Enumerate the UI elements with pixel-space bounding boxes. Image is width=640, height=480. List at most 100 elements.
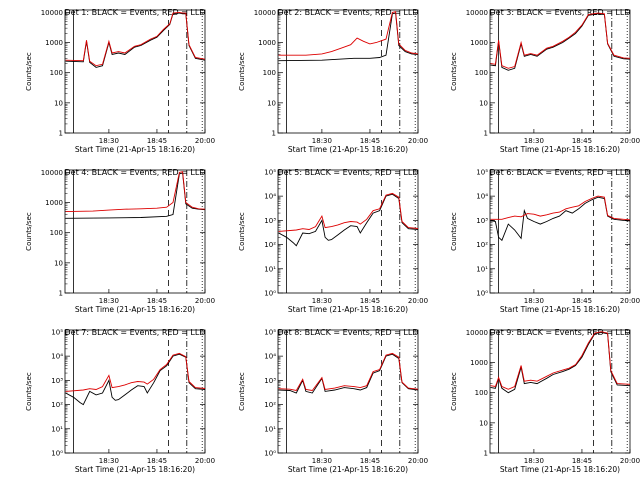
series-lld-line xyxy=(278,352,418,392)
x-tick-label: 18:45 xyxy=(360,137,380,145)
x-tick-label: 18:45 xyxy=(572,297,592,305)
series-lld-line xyxy=(490,195,630,221)
y-tick-label: 10⁴ xyxy=(51,353,63,361)
y-axis-label: Counts/sec xyxy=(25,372,33,411)
series-events-line xyxy=(278,193,418,247)
y-tick-label: 10000 xyxy=(466,329,488,337)
y-tick-label: 10000 xyxy=(466,9,488,17)
x-tick-label: 18:30 xyxy=(524,137,544,145)
x-axis-label: Start Time (21-Apr-15 18:16:20) xyxy=(500,465,620,474)
x-tick-label: 20:00 xyxy=(195,457,215,465)
y-tick-label: 100 xyxy=(50,229,63,237)
x-tick-label: 20:00 xyxy=(195,297,215,305)
y-tick-label: 10⁵ xyxy=(476,168,488,176)
x-axis-label: Start Time (21-Apr-15 18:16:20) xyxy=(75,465,195,474)
plot-frame xyxy=(64,169,206,294)
y-tick-label: 100 xyxy=(475,389,488,397)
x-tick-label: 18:30 xyxy=(312,457,332,465)
x-tick-label: 20:00 xyxy=(620,457,640,465)
panel-title: Det 8: BLACK = Events, RED = LLD xyxy=(278,328,419,337)
y-tick-label: 10 xyxy=(54,259,63,267)
series-events-line xyxy=(65,353,205,406)
x-tick-label: 18:30 xyxy=(312,137,332,145)
y-tick-label: 1 xyxy=(484,130,488,138)
series-lld-line xyxy=(490,12,630,69)
y-tick-label: 10⁰ xyxy=(476,290,488,298)
x-axis-label: Start Time (21-Apr-15 18:16:20) xyxy=(500,145,620,154)
y-axis-label: Counts/sec xyxy=(238,212,246,251)
y-tick-label: 1000 xyxy=(470,39,488,47)
y-tick-label: 10⁴ xyxy=(264,353,276,361)
y-tick-label: 1 xyxy=(484,450,488,458)
y-tick-label: 10² xyxy=(264,401,276,409)
x-tick-label: 18:45 xyxy=(572,457,592,465)
y-tick-label: 10⁵ xyxy=(51,328,63,336)
x-axis-label: Start Time (21-Apr-15 18:16:20) xyxy=(75,145,195,154)
plot-frame xyxy=(489,169,631,294)
panel-det-3: Det 3: BLACK = Events, RED = LLD 1 10 100 10… xyxy=(450,8,640,154)
y-tick-label: 10² xyxy=(264,241,276,249)
y-tick-label: 10000 xyxy=(41,9,63,17)
panel-det-7: Det 7: BLACK = Events, RED = LLD 10⁰ 10¹ 10… xyxy=(25,328,215,474)
series-lld-line xyxy=(65,171,205,213)
x-tick-label: 20:00 xyxy=(408,297,428,305)
y-tick-label: 10² xyxy=(476,241,488,249)
y-tick-label: 10⁵ xyxy=(264,328,276,336)
panel-title: Det 3: BLACK = Events, RED = LLD xyxy=(490,8,631,17)
y-tick-label: 10⁰ xyxy=(51,450,63,458)
y-tick-label: 10⁰ xyxy=(264,290,276,298)
x-tick-label: 20:00 xyxy=(408,457,428,465)
y-tick-label: 10⁵ xyxy=(264,168,276,176)
y-tick-label: 10 xyxy=(267,99,276,107)
y-tick-label: 1 xyxy=(59,130,63,138)
plot-frame xyxy=(64,9,206,134)
x-axis-label: Start Time (21-Apr-15 18:16:20) xyxy=(288,145,408,154)
x-tick-label: 20:00 xyxy=(620,137,640,145)
y-tick-label: 10000 xyxy=(254,9,276,17)
panel-title: Det 4: BLACK = Events, RED = LLD xyxy=(65,168,206,177)
x-tick-label: 18:45 xyxy=(360,457,380,465)
panel-title: Det 7: BLACK = Events, RED = LLD xyxy=(65,328,206,337)
plot-frame xyxy=(277,9,419,134)
y-tick-label: 10¹ xyxy=(476,265,488,273)
series-lld-line xyxy=(490,331,630,390)
series-lld-line xyxy=(65,352,205,392)
y-tick-label: 10⁴ xyxy=(476,193,488,201)
x-tick-label: 18:30 xyxy=(99,457,119,465)
y-tick-label: 1 xyxy=(59,290,63,298)
y-tick-label: 1000 xyxy=(258,39,276,47)
panel-det-8: Det 8: BLACK = Events, RED = LLD 10⁰ 10¹ 10… xyxy=(238,328,428,474)
y-tick-label: 100 xyxy=(50,69,63,77)
x-tick-label: 18:45 xyxy=(147,137,167,145)
panel-title: Det 6: BLACK = Events, RED = LLD xyxy=(490,168,631,177)
y-axis-label: Counts/sec xyxy=(450,212,458,251)
series-events-line xyxy=(278,353,418,394)
panel-det-9: Det 9: BLACK = Events, RED = LLD 1 10 100 10… xyxy=(450,328,640,474)
y-axis-label: Counts/sec xyxy=(25,52,33,91)
x-tick-label: 18:30 xyxy=(99,137,119,145)
x-tick-label: 20:00 xyxy=(620,297,640,305)
y-tick-label: 100 xyxy=(475,69,488,77)
plot-frame xyxy=(489,329,631,454)
series-events-line xyxy=(490,196,630,242)
y-tick-label: 10000 xyxy=(41,169,63,177)
x-tick-label: 18:30 xyxy=(312,297,332,305)
panel-title: Det 2: BLACK = Events, RED = LLD xyxy=(278,8,419,17)
y-tick-label: 100 xyxy=(263,69,276,77)
panel-det-2: Det 2: BLACK = Events, RED = LLD 1 10 100 10… xyxy=(238,8,428,154)
y-tick-label: 1 xyxy=(272,130,276,138)
plot-frame xyxy=(277,169,419,294)
series-lld-line xyxy=(65,11,205,67)
y-tick-label: 10³ xyxy=(51,377,63,385)
x-tick-label: 18:45 xyxy=(360,297,380,305)
panel-title: Det 9: BLACK = Events, RED = LLD xyxy=(490,328,631,337)
plot-frame xyxy=(489,9,631,134)
x-tick-label: 18:30 xyxy=(524,457,544,465)
panel-det-1: Det 1: BLACK = Events, RED = LLD 1 10 100 10… xyxy=(25,8,215,154)
plot-frame xyxy=(277,329,419,454)
y-tick-label: 10 xyxy=(54,99,63,107)
y-tick-label: 1000 xyxy=(470,359,488,367)
x-tick-label: 18:45 xyxy=(572,137,592,145)
